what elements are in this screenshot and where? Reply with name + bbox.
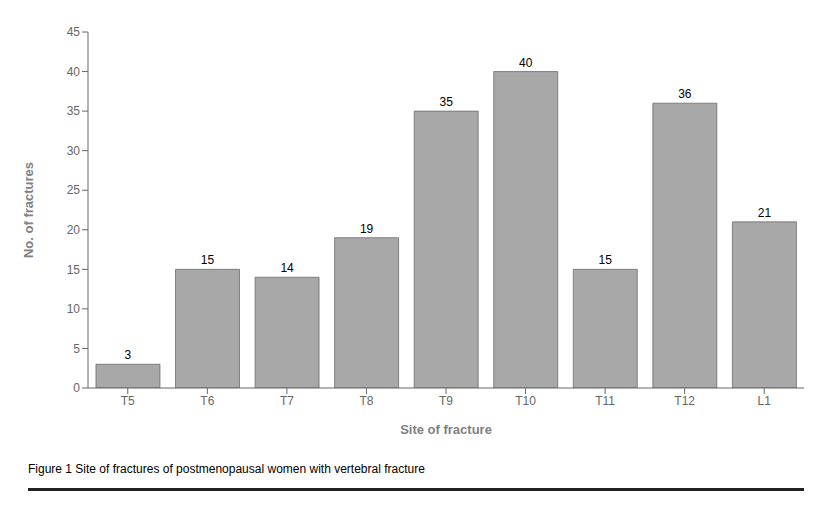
svg-text:19: 19 (360, 222, 374, 236)
svg-text:T12: T12 (674, 394, 695, 408)
svg-text:T8: T8 (359, 394, 373, 408)
svg-text:40: 40 (67, 65, 81, 79)
svg-text:T9: T9 (439, 394, 453, 408)
svg-text:45: 45 (67, 25, 81, 39)
svg-text:3: 3 (125, 348, 132, 362)
svg-text:15: 15 (599, 253, 613, 267)
svg-text:15: 15 (67, 263, 81, 277)
svg-text:T5: T5 (121, 394, 135, 408)
svg-text:14: 14 (280, 261, 294, 275)
svg-text:L1: L1 (758, 394, 772, 408)
svg-text:No. of fractures: No. of fractures (21, 162, 36, 258)
svg-text:T11: T11 (595, 394, 615, 408)
svg-text:25: 25 (67, 183, 81, 197)
svg-text:0: 0 (73, 381, 80, 395)
svg-text:T7: T7 (280, 394, 294, 408)
svg-text:20: 20 (67, 223, 81, 237)
svg-text:T10: T10 (515, 394, 536, 408)
svg-text:Site of fracture: Site of fracture (400, 422, 492, 437)
svg-text:36: 36 (678, 87, 692, 101)
svg-text:15: 15 (201, 253, 215, 267)
html-text:Figure 1 Site of fractures of: Figure 1 Site of fractures of postmenopa… (28, 462, 425, 476)
svg-text:30: 30 (67, 144, 81, 158)
svg-text:5: 5 (73, 342, 80, 356)
svg-text:40: 40 (519, 56, 533, 70)
svg-text:35: 35 (439, 95, 453, 109)
svg-text:21: 21 (758, 206, 772, 220)
svg-text:T6: T6 (200, 394, 214, 408)
svg-text:10: 10 (67, 302, 81, 316)
svg-text:35: 35 (67, 104, 81, 118)
